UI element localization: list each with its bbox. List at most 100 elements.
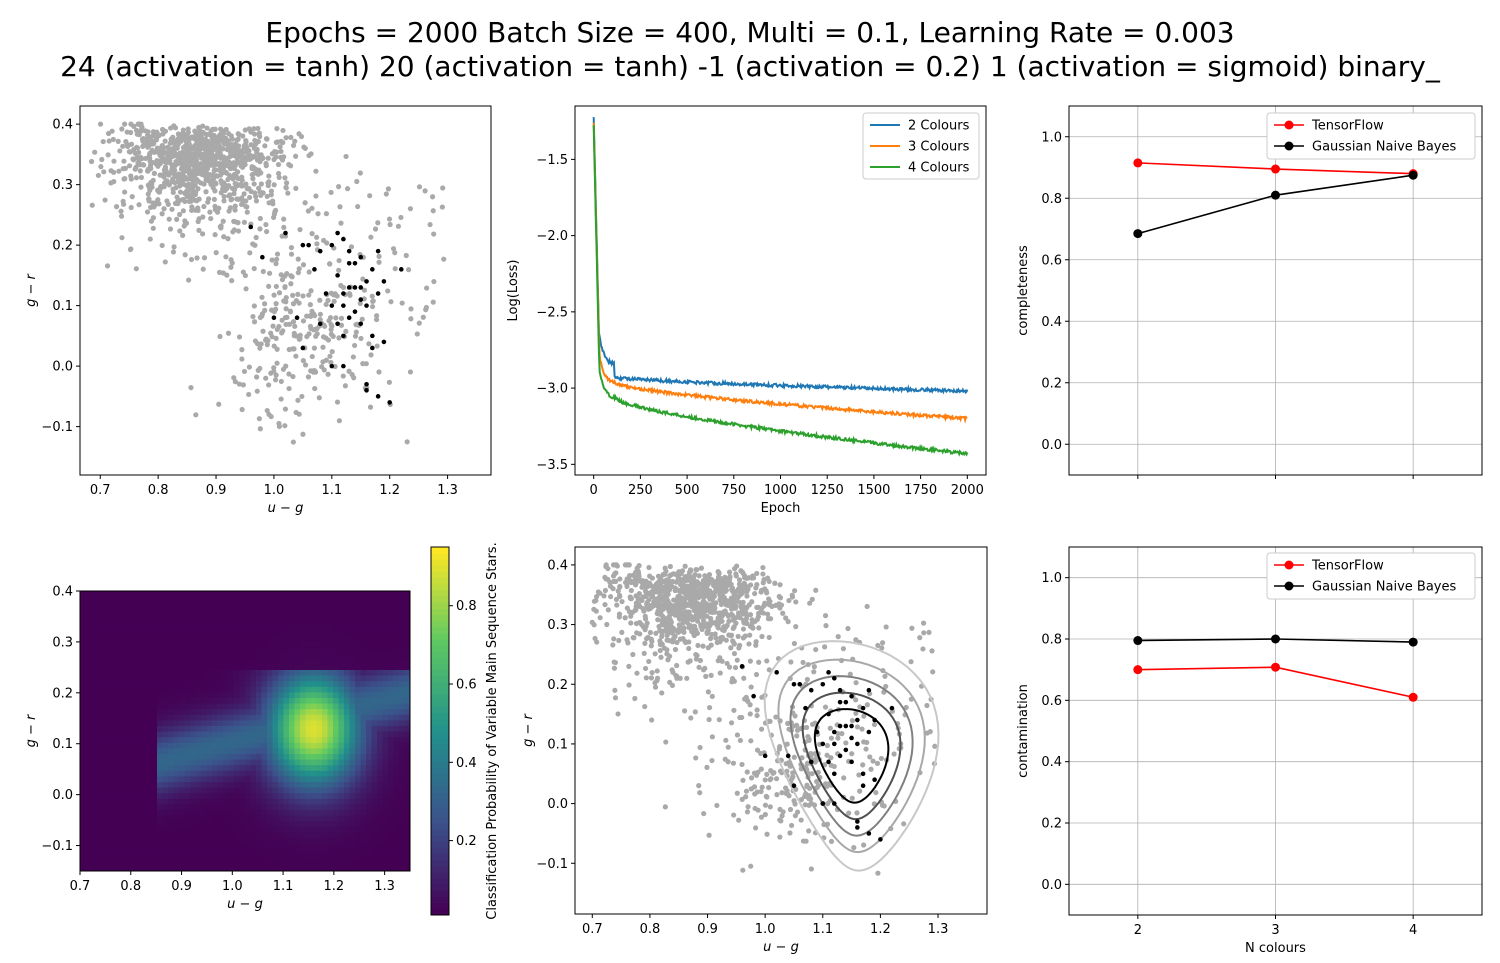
heatmap-cell [195,675,202,682]
heatmap-cell [283,607,290,614]
grey-point [288,163,294,169]
x-tick-label: 4 [1409,923,1417,938]
heatmap-cell [311,787,318,794]
heatmap-cell [102,658,109,665]
heatmap-cell [146,613,153,620]
heatmap-cell [91,630,98,637]
heatmap-cell [388,753,395,760]
heatmap-cell [157,792,164,799]
heatmap-cell [234,596,241,603]
heatmap-cell [140,630,147,637]
black-point [364,388,369,393]
grey-point [273,301,279,307]
heatmap-cell [118,826,125,833]
heatmap-cell [388,691,395,698]
y-tick-label: 0.3 [547,618,568,633]
heatmap-cell [102,831,109,838]
heatmap-cell [289,787,296,794]
heatmap-cell [322,837,329,844]
heatmap-cell [344,658,351,665]
heatmap-cell [201,619,208,626]
heatmap-cell [135,624,142,631]
heatmap-cell [80,714,87,721]
grey-point [133,175,140,181]
heatmap-cell [404,652,410,659]
heatmap-cell [366,759,373,766]
heatmap-cell [322,714,329,721]
grey-point [192,151,198,157]
heatmap-cell [272,736,279,743]
heatmap-cell [184,753,191,760]
heatmap-cell [217,865,224,871]
heatmap-cell [212,596,219,603]
grey-point [315,211,321,217]
heatmap-cell [371,809,378,816]
heatmap-cell [124,792,131,799]
grey-point [193,157,200,163]
grey-point [231,227,237,233]
heatmap-cell [371,747,378,754]
heatmap-cell [173,708,180,715]
grey-point [296,300,302,306]
heatmap-cell [206,820,213,827]
heatmap-cell [118,591,125,598]
heatmap-cell [355,859,362,866]
heatmap-cell [135,714,142,721]
heatmap-cell [250,792,257,799]
heatmap-cell [338,697,345,704]
heatmap-cell [349,652,356,659]
heatmap-cell [371,619,378,626]
heatmap-cell [96,669,103,676]
heatmap-cell [256,719,263,726]
heatmap-cell [360,815,367,822]
grey-point [628,587,634,594]
grey-point [231,165,237,172]
heatmap-cell [223,859,230,866]
heatmap-cell [239,697,246,704]
heatmap-cell [223,719,230,726]
heatmap-cell [267,815,274,822]
heatmap-cell [162,781,169,788]
heatmap-cell [333,792,340,799]
x-axis-label: u − g [268,501,304,516]
colorbar-segment [431,767,449,775]
heatmap-cell [91,770,98,777]
heatmap-cell [355,652,362,659]
grey-point [717,670,723,676]
grey-point [239,195,245,201]
heatmap-cell [168,641,175,648]
heatmap-cell [113,596,120,603]
heatmap-cell [349,809,356,816]
heatmap-cell [360,854,367,861]
heatmap-cell [201,826,208,833]
grey-point [180,144,187,151]
heatmap-cell [195,703,202,710]
legend-label: Gaussian Naive Bayes [1312,140,1456,155]
heatmap-cell [129,764,136,771]
heatmap-cell [217,635,224,642]
heatmap-cell [91,759,98,766]
heatmap-cell [135,843,142,850]
grey-point [285,190,291,196]
heatmap-cell [338,775,345,782]
heatmap-cell [377,787,384,794]
heatmap-cell [349,703,356,710]
heatmap-cell [371,680,378,687]
heatmap-cell [338,613,345,620]
heatmap-cell [124,686,131,693]
heatmap-cell [184,591,191,598]
heatmap-cell [217,663,224,670]
heatmap-cell [283,843,290,850]
heatmap-cell [250,725,257,732]
heatmap-cell [371,602,378,609]
heatmap-cell [393,731,400,738]
heatmap-cell [344,742,351,749]
heatmap-cell [228,792,235,799]
heatmap-cell [250,831,257,838]
heatmap-cell [399,624,406,631]
heatmap-cell [256,792,263,799]
heatmap-cell [316,714,323,721]
heatmap-cell [173,596,180,603]
grey-point [134,131,140,137]
y-tick-label: 0.6 [1041,694,1062,709]
